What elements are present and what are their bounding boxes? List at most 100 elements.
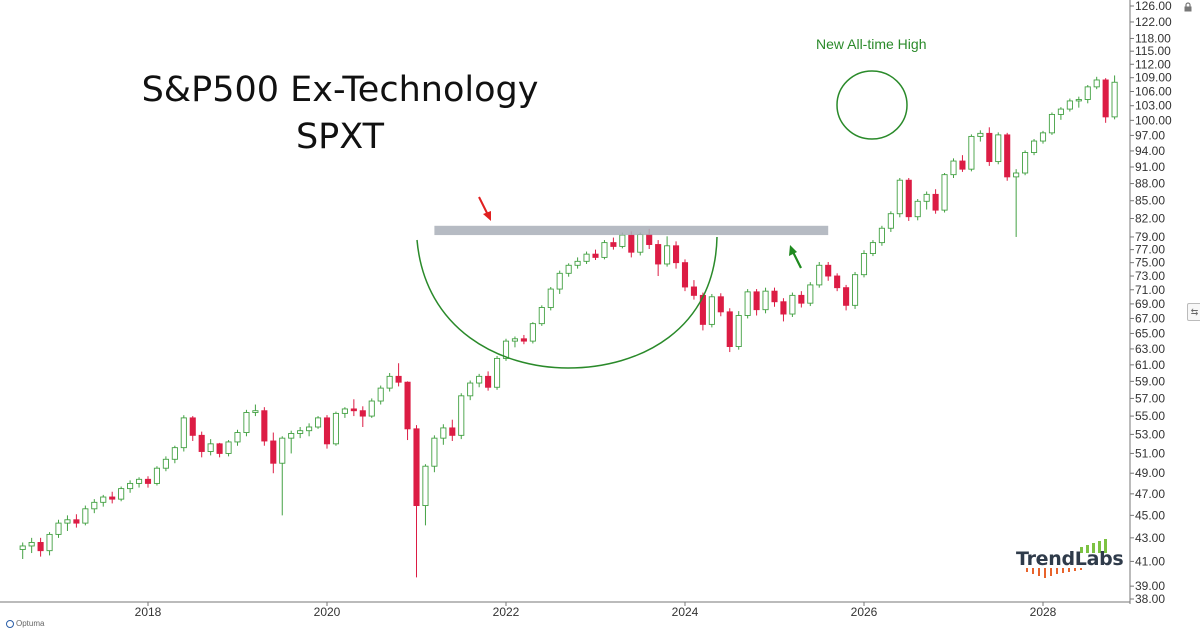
candle (878, 225, 885, 246)
candle (592, 249, 599, 261)
pin-icon[interactable]: ⇆ (1187, 303, 1200, 321)
candle (896, 177, 903, 218)
candle-body (1093, 79, 1100, 88)
candle (762, 287, 769, 314)
candle (100, 494, 107, 507)
y-tick-label: 122.00 (1135, 15, 1172, 29)
candle-body (986, 132, 993, 163)
candle (216, 442, 223, 458)
candle (529, 322, 536, 344)
candle (1102, 78, 1109, 123)
candle-body (422, 465, 429, 507)
candle (1004, 132, 1011, 181)
candle-body (637, 233, 644, 253)
y-tick-label: 55.00 (1135, 409, 1165, 423)
candle (46, 532, 53, 556)
candle-body (127, 482, 134, 490)
candle-body (511, 338, 518, 342)
candle (520, 334, 527, 345)
candle-body (144, 478, 152, 484)
candle-body (28, 542, 35, 547)
x-tick-label: 2026 (851, 605, 878, 619)
candle-body (735, 315, 742, 348)
candle (422, 464, 429, 526)
trendlabs-logo: TrendLabs (1016, 548, 1124, 570)
candle (789, 292, 796, 317)
y-tick-label: 75.00 (1135, 256, 1165, 270)
candle-body (529, 323, 536, 342)
candle (1075, 96, 1082, 108)
candle-body (1057, 108, 1064, 115)
candles-group (19, 75, 1118, 578)
y-tick-label: 63.00 (1135, 342, 1165, 356)
candle-body (440, 427, 447, 439)
candle-body (279, 437, 286, 464)
optuma-icon (6, 619, 14, 628)
green-arrow-shaft (792, 251, 802, 269)
candle (315, 416, 322, 429)
x-tick-label: 2022 (493, 605, 520, 619)
candle (270, 432, 277, 474)
candle-body (574, 260, 581, 266)
y-tick-label: 106.00 (1135, 85, 1172, 99)
candle-body (1004, 134, 1011, 178)
candle (198, 431, 205, 458)
candle (816, 261, 823, 288)
candle-body (556, 272, 563, 290)
candle-body (270, 440, 277, 464)
candle-body (162, 458, 169, 469)
candle-body (932, 193, 939, 211)
candle (1066, 98, 1073, 112)
all-time-high-circle (836, 70, 908, 140)
candle (977, 130, 984, 142)
y-tick-label: 49.00 (1135, 466, 1165, 480)
candle (368, 398, 375, 418)
y-tick-label: 115.00 (1135, 44, 1171, 58)
candle (771, 287, 778, 307)
candle (986, 127, 993, 166)
lock-icon[interactable] (1183, 2, 1193, 12)
y-tick-label: 47.00 (1135, 487, 1165, 501)
candle-body (100, 496, 107, 503)
candle (73, 514, 80, 528)
red-arrow-head (483, 211, 491, 221)
logo-underline-icon (1026, 568, 1082, 578)
y-tick-label: 97.00 (1135, 128, 1165, 142)
y-tick-label: 100.00 (1135, 113, 1172, 127)
candle-body (404, 381, 411, 430)
candle (279, 436, 286, 516)
candle-body (458, 395, 465, 436)
candle (288, 430, 295, 454)
y-tick-label: 91.00 (1135, 160, 1165, 174)
candle-body (1066, 100, 1073, 110)
candle-body (91, 501, 98, 510)
candle (28, 537, 35, 554)
y-tick-label: 103.00 (1135, 99, 1172, 113)
candle-body (878, 227, 885, 244)
candle (243, 409, 250, 437)
candle (458, 393, 465, 440)
candle-body (189, 417, 196, 436)
candle (798, 291, 805, 308)
candle (467, 380, 474, 401)
candle (395, 363, 402, 387)
candle (350, 399, 357, 417)
candle-body (485, 375, 492, 388)
candle-body (905, 179, 912, 218)
candle (359, 406, 366, 427)
candle-body (995, 134, 1002, 163)
candle (431, 435, 438, 473)
candle-body (664, 245, 671, 265)
candle-body (807, 284, 814, 304)
candle-body (673, 245, 680, 264)
logo-bars-icon (1080, 539, 1107, 553)
candle (1013, 169, 1020, 237)
candle-body (252, 410, 259, 413)
candle (162, 456, 169, 472)
candle (914, 198, 921, 221)
candle (941, 173, 948, 213)
candle-body (1022, 152, 1029, 174)
candle (753, 289, 760, 316)
candle-body (1039, 132, 1047, 142)
